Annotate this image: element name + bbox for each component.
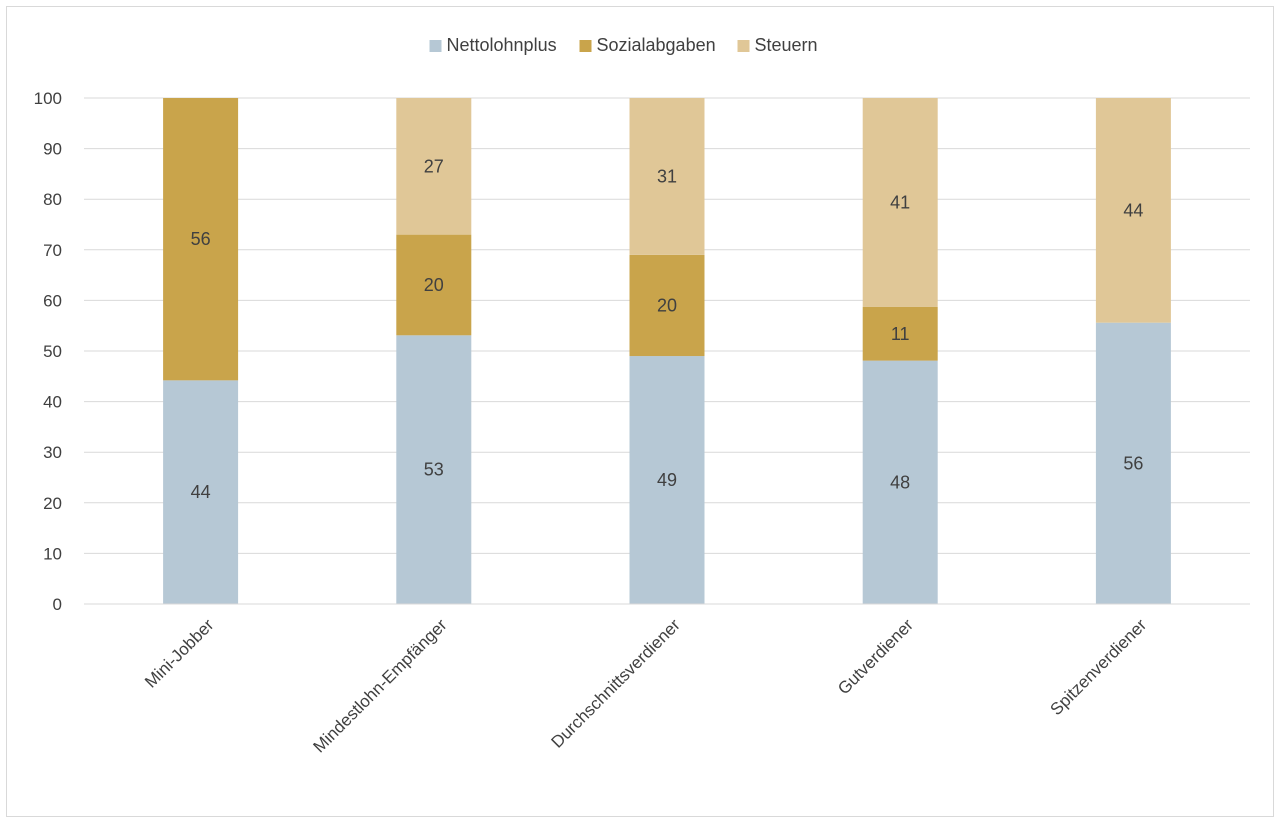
y-tick-label: 100 xyxy=(34,89,62,108)
legend-label-nettolohnplus: Nettolohnplus xyxy=(447,35,557,55)
legend-swatch-sozialabgaben xyxy=(579,40,592,52)
y-tick-label: 0 xyxy=(53,595,62,614)
bar-sozialabgaben-0 xyxy=(163,98,239,381)
data-label: 44 xyxy=(1123,200,1143,220)
data-label: 20 xyxy=(657,295,677,315)
x-category-label: Mindestlohn-Empfänger xyxy=(310,615,451,756)
x-category-label: Durchschnittsverdiener xyxy=(547,615,684,752)
x-category-label: Gutverdiener xyxy=(834,615,917,698)
data-label: 31 xyxy=(657,166,677,186)
stacked-bar-chart: 0 10 20 30 40 50 60 70 80 90 100 44 56 Mini-Jobber 53 2… xyxy=(34,35,1250,756)
bar-nettolohnplus-3 xyxy=(862,360,938,604)
y-tick-label: 40 xyxy=(43,393,62,412)
data-label: 41 xyxy=(890,192,910,212)
bar-sozialabgaben-3 xyxy=(862,306,938,361)
data-label: 56 xyxy=(1123,453,1143,473)
data-label: 44 xyxy=(191,482,211,502)
bar-nettolohnplus-4 xyxy=(1095,322,1171,604)
data-label: 56 xyxy=(191,229,211,249)
bar-nettolohnplus-2 xyxy=(629,356,705,604)
bar-steuern-3 xyxy=(862,98,938,307)
x-category-label: Mini-Jobber xyxy=(141,615,217,691)
bar-sozialabgaben-2 xyxy=(629,254,705,357)
legend-swatch-steuern xyxy=(737,40,750,52)
bar-nettolohnplus-1 xyxy=(396,335,472,604)
chart-frame: 0 10 20 30 40 50 60 70 80 90 100 44 56 Mini-Jobber 53 2… xyxy=(6,6,1274,817)
y-tick-label: 20 xyxy=(43,494,62,513)
data-label: 48 xyxy=(890,472,910,492)
data-label: 53 xyxy=(424,460,444,480)
y-tick-label: 90 xyxy=(43,140,62,159)
bar-sozialabgaben-1 xyxy=(396,234,472,336)
y-tick-label: 50 xyxy=(43,342,62,361)
legend-label-steuern: Steuern xyxy=(755,35,818,55)
legend-swatch-nettolohnplus xyxy=(429,40,442,52)
data-label: 49 xyxy=(657,470,677,490)
x-category-label: Spitzenverdiener xyxy=(1047,615,1151,719)
bar-steuern-4 xyxy=(1095,98,1171,323)
y-tick-label: 10 xyxy=(43,544,62,563)
y-tick-label: 80 xyxy=(43,190,62,209)
data-label: 20 xyxy=(424,275,444,295)
y-tick-label: 70 xyxy=(43,241,62,260)
data-label: 27 xyxy=(424,156,444,176)
legend-label-sozialabgaben: Sozialabgaben xyxy=(597,35,716,55)
y-tick-label: 30 xyxy=(43,443,62,462)
bar-steuern-1 xyxy=(396,98,472,235)
bar-nettolohnplus-0 xyxy=(163,380,239,604)
data-label: 11 xyxy=(891,324,910,344)
bar-steuern-2 xyxy=(629,98,705,255)
y-tick-label: 60 xyxy=(43,291,62,310)
